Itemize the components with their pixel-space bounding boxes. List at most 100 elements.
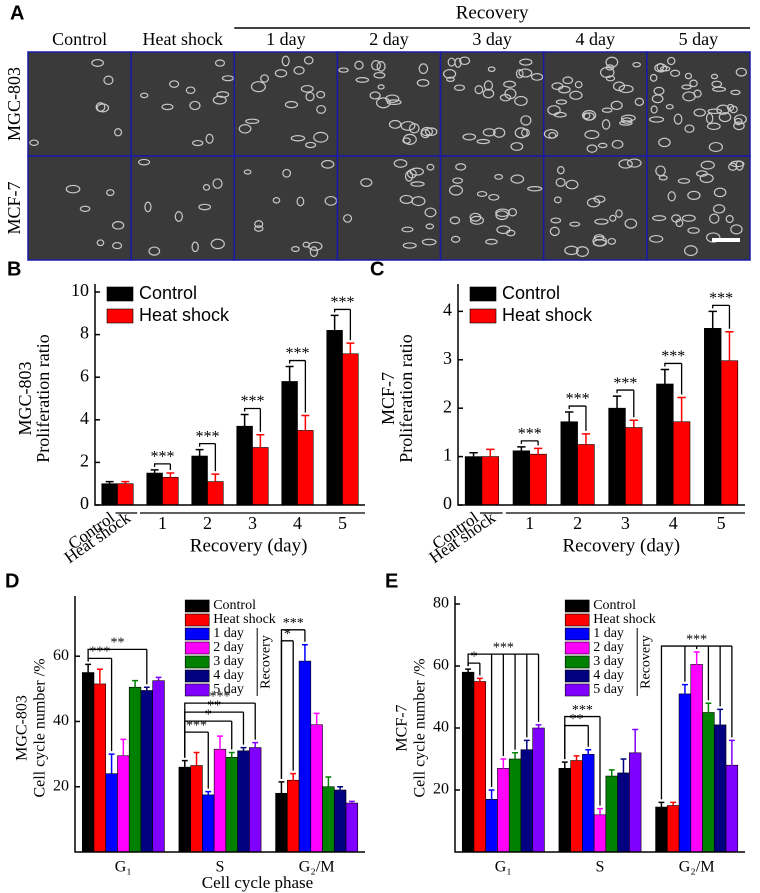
cell xyxy=(650,105,658,114)
bar xyxy=(497,767,510,853)
significance-label: ** xyxy=(207,698,221,713)
cell xyxy=(487,66,496,73)
cell xyxy=(735,160,744,171)
cell xyxy=(112,241,123,250)
cell xyxy=(494,173,504,180)
bar xyxy=(310,724,323,853)
cell xyxy=(618,159,633,169)
significance-bracket xyxy=(616,389,635,418)
column-label: Control xyxy=(52,29,107,49)
bar xyxy=(605,775,618,853)
cell xyxy=(148,246,161,256)
cell xyxy=(683,245,698,257)
error-bar xyxy=(708,310,717,329)
cell xyxy=(418,63,429,75)
x-tick-label: G₂/M xyxy=(299,859,335,876)
error-bar xyxy=(195,448,204,457)
bar xyxy=(213,748,227,853)
cell xyxy=(564,245,579,256)
error-bar xyxy=(535,724,542,728)
cell xyxy=(493,127,506,138)
y-axis-label: MCF-7 xyxy=(394,704,411,751)
cell xyxy=(169,80,180,88)
cell xyxy=(605,75,616,82)
significance-bracket xyxy=(568,405,587,431)
cell xyxy=(373,71,386,79)
bar xyxy=(162,477,179,506)
cell xyxy=(65,184,81,194)
cell xyxy=(313,131,329,143)
cell xyxy=(474,85,484,95)
bar xyxy=(532,727,545,853)
cell xyxy=(667,191,676,202)
cell xyxy=(557,85,571,94)
legend-label: 2 day xyxy=(593,640,624,655)
bar xyxy=(725,764,739,853)
y-tick-label: 40 xyxy=(53,712,69,729)
cell xyxy=(618,84,634,94)
significance-bracket xyxy=(280,629,306,779)
cell xyxy=(687,227,700,234)
bar xyxy=(281,381,298,506)
error-bar xyxy=(120,738,127,756)
cell xyxy=(402,242,417,249)
cell xyxy=(730,224,743,235)
cell xyxy=(138,158,151,166)
bar xyxy=(298,660,312,853)
cell xyxy=(632,61,641,68)
legend-swatch xyxy=(184,613,210,627)
bar xyxy=(297,430,314,506)
legend-label: 1 day xyxy=(213,626,244,641)
bar xyxy=(464,456,483,506)
cell xyxy=(214,59,226,67)
cell xyxy=(296,196,305,207)
legend-swatch xyxy=(564,613,590,627)
cell xyxy=(653,86,665,96)
cell xyxy=(655,165,666,177)
cell xyxy=(291,246,300,253)
error-bar xyxy=(330,314,339,331)
legend-swatch xyxy=(564,627,590,641)
cell xyxy=(212,95,227,105)
micrograph xyxy=(646,51,751,157)
cell xyxy=(185,86,196,95)
cell xyxy=(681,84,692,90)
error-bar xyxy=(585,748,592,755)
legend-label: Control xyxy=(139,283,197,303)
bar xyxy=(593,814,607,853)
cell xyxy=(416,78,430,87)
cell xyxy=(96,103,110,113)
error-bar xyxy=(725,330,734,361)
cell xyxy=(221,75,235,82)
bar xyxy=(333,789,347,853)
cell xyxy=(607,237,617,245)
cell xyxy=(601,107,613,113)
cell xyxy=(274,69,288,78)
cell xyxy=(555,177,566,187)
cell xyxy=(649,234,664,243)
bar xyxy=(146,472,163,506)
significance-label: *** xyxy=(331,294,355,311)
cell xyxy=(550,217,562,224)
micrograph xyxy=(130,155,236,261)
x-tick-label: 5 xyxy=(338,513,347,533)
bar xyxy=(678,693,692,853)
cell xyxy=(174,211,183,222)
bar xyxy=(275,792,288,853)
bar xyxy=(629,752,642,853)
cell xyxy=(671,214,682,223)
cell xyxy=(281,55,290,67)
significance-bracket xyxy=(564,715,601,806)
error-bar xyxy=(469,451,478,457)
column-label: 3 day xyxy=(472,29,512,49)
cell xyxy=(728,162,738,171)
error-bar xyxy=(523,739,530,750)
cell xyxy=(609,214,617,222)
cell xyxy=(677,178,691,184)
significance-label: *** xyxy=(613,375,637,392)
bar xyxy=(461,671,475,853)
cell xyxy=(272,197,281,204)
cell xyxy=(710,73,719,80)
cell xyxy=(658,175,668,181)
